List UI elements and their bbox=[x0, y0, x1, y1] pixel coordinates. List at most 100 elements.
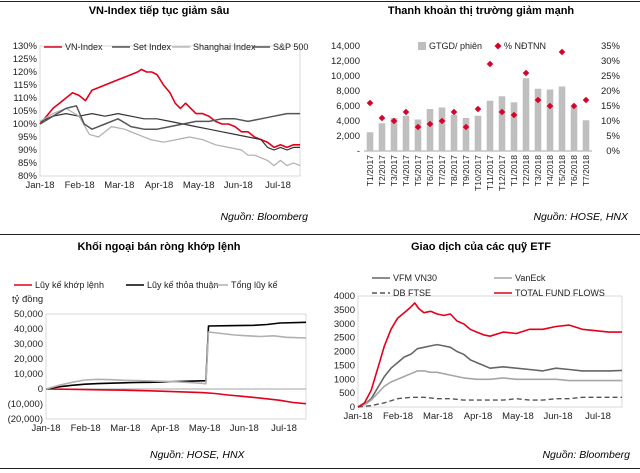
bar bbox=[570, 106, 578, 151]
x-tick-label: May-18 bbox=[502, 411, 534, 422]
y-tick-label: 105% bbox=[13, 106, 38, 117]
legend-label: VFM VN30 bbox=[393, 273, 437, 283]
y-tick-label: 95% bbox=[18, 132, 38, 143]
legend-label: Set Index bbox=[133, 42, 172, 52]
series-line-1 bbox=[45, 321, 307, 390]
marker bbox=[486, 60, 494, 68]
x-tick-label: Jul-18 bbox=[271, 423, 297, 434]
x-tick-label: Jul-18 bbox=[265, 180, 291, 191]
x-tick-label: T6/2017 bbox=[425, 155, 435, 186]
marker bbox=[462, 123, 470, 131]
bar bbox=[582, 120, 590, 151]
legend-label: Tổng lũy kế bbox=[231, 280, 278, 290]
source-note: Nguồn: Bloomberg bbox=[542, 449, 630, 461]
source-note: Nguồn: HOSE, HNX bbox=[150, 449, 245, 461]
separator-middle bbox=[0, 234, 640, 235]
x-tick-label: Jan-18 bbox=[25, 180, 54, 191]
series-line-2 bbox=[357, 396, 622, 408]
series-line-0 bbox=[45, 388, 307, 405]
x-tick-label: Feb-18 bbox=[71, 423, 101, 434]
marker bbox=[522, 69, 530, 77]
y-tick-label: 4000 bbox=[334, 291, 355, 302]
legend-label: % NĐTNN bbox=[504, 41, 546, 51]
x-tick-label: Apr-18 bbox=[145, 180, 174, 191]
chart-title: Giao dịch của các quỹ ETF bbox=[411, 241, 551, 253]
y-tick-label: 20,000 bbox=[14, 354, 43, 365]
x-tick-label: Apr-18 bbox=[151, 423, 180, 434]
bar bbox=[486, 100, 494, 151]
x-tick-label: Jan-18 bbox=[343, 411, 372, 422]
x-tick-label: T5/2018 bbox=[557, 155, 567, 186]
y-left-tick-label: 8,000 bbox=[336, 86, 360, 97]
source-note: Nguồn: Bloomberg bbox=[220, 211, 308, 223]
plot-frame bbox=[39, 45, 301, 177]
legend-swatch bbox=[418, 42, 426, 50]
x-tick-label: Mar-18 bbox=[110, 423, 140, 434]
x-tick-label: T11/2017 bbox=[485, 155, 495, 191]
x-tick-label: T10/2017 bbox=[473, 155, 483, 191]
y-tick-label: 130% bbox=[13, 41, 38, 52]
y-tick-label: 90% bbox=[18, 145, 38, 156]
chart-title: VN-Index tiếp tục giảm sâu bbox=[88, 5, 230, 17]
marker bbox=[558, 48, 566, 56]
x-tick-label: T9/2017 bbox=[461, 155, 471, 186]
y-tick-label: 3000 bbox=[334, 319, 355, 330]
x-tick-label: Jun-18 bbox=[224, 180, 253, 191]
y-right-tick-label: 15% bbox=[601, 101, 621, 112]
x-tick-label: T7/2018 bbox=[581, 155, 591, 186]
y-tick-label: 115% bbox=[13, 80, 37, 91]
x-tick-label: T3/2018 bbox=[533, 155, 543, 186]
y-tick-label: 10,000 bbox=[14, 369, 43, 380]
marker bbox=[402, 108, 410, 116]
x-tick-label: T5/2017 bbox=[413, 155, 423, 186]
y-tick-label: 2500 bbox=[334, 333, 355, 344]
bar bbox=[426, 109, 434, 151]
y-right-tick-label: 25% bbox=[601, 71, 621, 82]
x-tick-label: T1/2018 bbox=[509, 155, 519, 186]
legend-label: VN-Index bbox=[65, 42, 103, 52]
y-tick-label: 85% bbox=[18, 158, 38, 169]
bar bbox=[450, 115, 458, 151]
chart-liquidity: 14,000 12,000 10,000 8,000 6,000 4,000 2,000 - 3… bbox=[331, 41, 621, 191]
x-tick-label: Jan-18 bbox=[31, 423, 60, 434]
x-tick-label: Feb-18 bbox=[65, 180, 95, 191]
y-left-tick-label: - bbox=[357, 146, 360, 157]
x-tick-label: May-18 bbox=[189, 423, 221, 434]
legend-swatch bbox=[494, 42, 502, 50]
series-line-1 bbox=[357, 370, 622, 408]
y-tick-label: 120% bbox=[13, 67, 38, 78]
x-tick-label: T6/2018 bbox=[569, 155, 579, 186]
y-left-tick-label: 6,000 bbox=[336, 101, 360, 112]
bar bbox=[378, 123, 386, 151]
y-right-tick-label: 20% bbox=[601, 86, 621, 97]
legend-label: Lũy kế thỏa thuận bbox=[147, 280, 219, 290]
panel-foreign-flow: Khối ngoại bán ròng khớp lệnh 50,000 40,0… bbox=[0, 236, 318, 470]
y-tick-label: 30,000 bbox=[14, 339, 43, 350]
legend-label: TOTAL FUND FLOWS bbox=[515, 288, 605, 298]
marker bbox=[450, 108, 458, 116]
legend-label: GTGD/ phiên bbox=[429, 41, 482, 51]
y-tick-label: 50,000 bbox=[14, 309, 43, 320]
bar bbox=[402, 115, 410, 151]
bar bbox=[546, 89, 554, 151]
chart-title: Thanh khoản thị trường giảm mạnh bbox=[387, 5, 575, 17]
bar bbox=[510, 102, 518, 151]
x-tick-label: T1/2017 bbox=[365, 155, 375, 186]
series-line-0 bbox=[357, 343, 623, 408]
chart-foreign-flow: 50,000 40,000 30,000 20,000 10,000 0 (10,000) (… bbox=[8, 280, 307, 434]
y-unit-label: tỷ đồng bbox=[12, 294, 43, 305]
source-note: Nguồn: HOSE, HNX bbox=[533, 211, 628, 223]
y-tick-label: 100% bbox=[13, 119, 38, 130]
y-left-tick-label: 10,000 bbox=[331, 71, 360, 82]
x-tick-label: T2/2017 bbox=[377, 155, 387, 186]
marker bbox=[378, 114, 386, 122]
y-left-tick-label: 14,000 bbox=[331, 41, 360, 52]
series-line-0 bbox=[39, 68, 300, 149]
panel-liquidity: Thanh khoản thị trường giảm mạnh 14,000 1… bbox=[322, 0, 640, 234]
y-tick-label: 110% bbox=[13, 93, 37, 104]
marker bbox=[414, 123, 422, 131]
x-tick-label: Apr-18 bbox=[464, 411, 493, 422]
y-tick-label: 0 bbox=[350, 402, 355, 413]
x-tick-label: Jul-18 bbox=[585, 411, 611, 422]
